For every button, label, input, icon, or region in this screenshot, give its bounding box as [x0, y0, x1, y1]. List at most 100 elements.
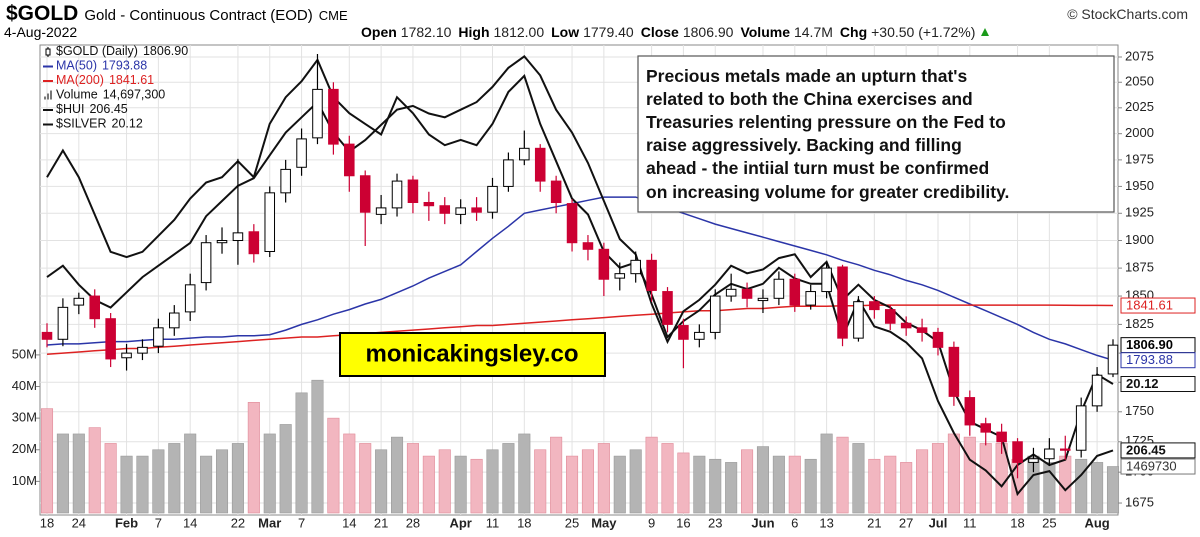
candle-body: [662, 291, 673, 325]
candle-body: [646, 259, 657, 291]
x-tick-label: 27: [899, 515, 913, 530]
legend-entry: MA(50) 1793.88: [56, 59, 147, 73]
volume-bar: [629, 449, 642, 514]
volume-bar: [502, 443, 515, 514]
series-line: [46, 304, 1114, 356]
volume-bar: [725, 462, 738, 514]
x-tick-label: Apr: [449, 515, 471, 530]
x-tick-label: 25: [1042, 515, 1056, 530]
x-tick-label: Aug: [1084, 515, 1109, 530]
legend-icon: [44, 96, 46, 100]
candle-body: [359, 175, 371, 213]
candle-layer: [41, 54, 1119, 479]
x-tick-label: 22: [231, 515, 245, 530]
candle-body: [264, 192, 276, 253]
date: 4-Aug-2022: [4, 24, 78, 40]
stat-label: Low: [551, 24, 580, 40]
candle-body: [184, 284, 196, 313]
y2-tick-label: 40M: [12, 378, 37, 393]
value-tag: 1793.88: [1126, 352, 1173, 367]
volume-bar: [56, 433, 69, 514]
y-tick-label: 1900: [1125, 232, 1154, 247]
stat-label: High: [458, 24, 490, 40]
candle-body: [1028, 458, 1039, 463]
stat-label: Volume: [740, 24, 790, 40]
y2-tick-label: 30M: [12, 410, 37, 425]
candle-body: [741, 288, 753, 299]
annotation-frame: [637, 55, 1115, 213]
volume-bar: [231, 443, 244, 514]
stat-label: Chg: [839, 24, 868, 40]
volume-bar: [772, 455, 785, 514]
candle-body: [487, 185, 498, 213]
volume-bar: [1043, 462, 1056, 514]
candle-body: [519, 147, 530, 161]
volume-bar: [215, 449, 229, 514]
candle-body: [89, 295, 101, 320]
annotation-line: ahead - the intiial turn must be confirm…: [646, 158, 989, 178]
x-tick-label: May: [591, 515, 617, 530]
value-tag-box: [1120, 297, 1196, 314]
candle-body: [503, 159, 514, 187]
x-tick-label: 7: [298, 515, 305, 530]
candle-body: [296, 138, 307, 168]
value-tag: 20.12: [1126, 376, 1159, 391]
candle-body: [200, 242, 212, 284]
y-tick-label: 1950: [1125, 178, 1154, 193]
y-tick-label: 2000: [1125, 125, 1154, 140]
header-row: $GOLD Gold - Continuous Contract (EOD) CME…: [0, 2, 1200, 25]
x-tick-label: 14: [342, 515, 356, 530]
annotation-box: Precious metals made an upturn that's re…: [637, 55, 1115, 213]
up-arrow: [981, 28, 990, 36]
x-tick-label: 18: [40, 515, 54, 530]
legend-value: 20.12: [112, 117, 143, 131]
y-tick-label: 2050: [1125, 74, 1154, 89]
candle-body: [837, 266, 848, 339]
volume-bar: [884, 455, 897, 514]
exchange: CME: [318, 8, 348, 23]
legend-name: MA(50): [56, 59, 97, 73]
volume-bar: [518, 433, 531, 514]
legend-name: $GOLD (Daily): [56, 44, 138, 58]
y-tick-label: 1750: [1125, 403, 1154, 418]
candle-body: [821, 267, 832, 293]
candle-body: [105, 318, 116, 360]
candle-body: [216, 240, 228, 244]
volume-bar: [168, 443, 181, 514]
y2-tick-label: 50M: [12, 346, 37, 361]
stat-value: 1782.10: [400, 24, 452, 40]
candle-body: [121, 352, 132, 359]
volume-bar: [550, 436, 563, 514]
candle-body: [471, 207, 482, 213]
legend-icon: [45, 48, 51, 56]
y-tick-label: 1925: [1125, 205, 1154, 220]
candle-body: [1012, 441, 1023, 463]
volume-bar: [613, 455, 626, 514]
y2-tick-label: 20M: [12, 441, 37, 456]
candle-body: [900, 322, 912, 329]
candle-body: [423, 201, 435, 207]
volume-bar: [804, 458, 817, 514]
annotation-line: raise aggressively. Backing and filling: [646, 135, 962, 155]
annotation-line: related to both the China exercises and: [646, 89, 973, 109]
value-tag: 206.45: [1126, 442, 1166, 457]
x-tick-label: Feb: [115, 515, 138, 530]
volume-bar: [1091, 462, 1104, 514]
value-tag: 1469730: [1126, 458, 1177, 473]
volume-bar: [693, 455, 706, 514]
y-tick-label: 1875: [1125, 260, 1154, 275]
volume-bar: [709, 458, 722, 514]
x-tick-label: 7: [155, 515, 162, 530]
volume-bar: [375, 449, 388, 514]
instrument-name: Gold - Continuous Contract (EOD): [84, 7, 313, 24]
volume-bar: [470, 458, 483, 514]
volume-bar: [104, 443, 117, 514]
candle-body: [757, 297, 769, 302]
legend-name: $HUI: [56, 102, 84, 116]
volume-bar: [200, 455, 213, 514]
candle-body: [725, 288, 737, 297]
candle-body: [614, 273, 626, 279]
x-tick-label: 25: [565, 515, 579, 530]
legend-icon: [50, 90, 52, 100]
